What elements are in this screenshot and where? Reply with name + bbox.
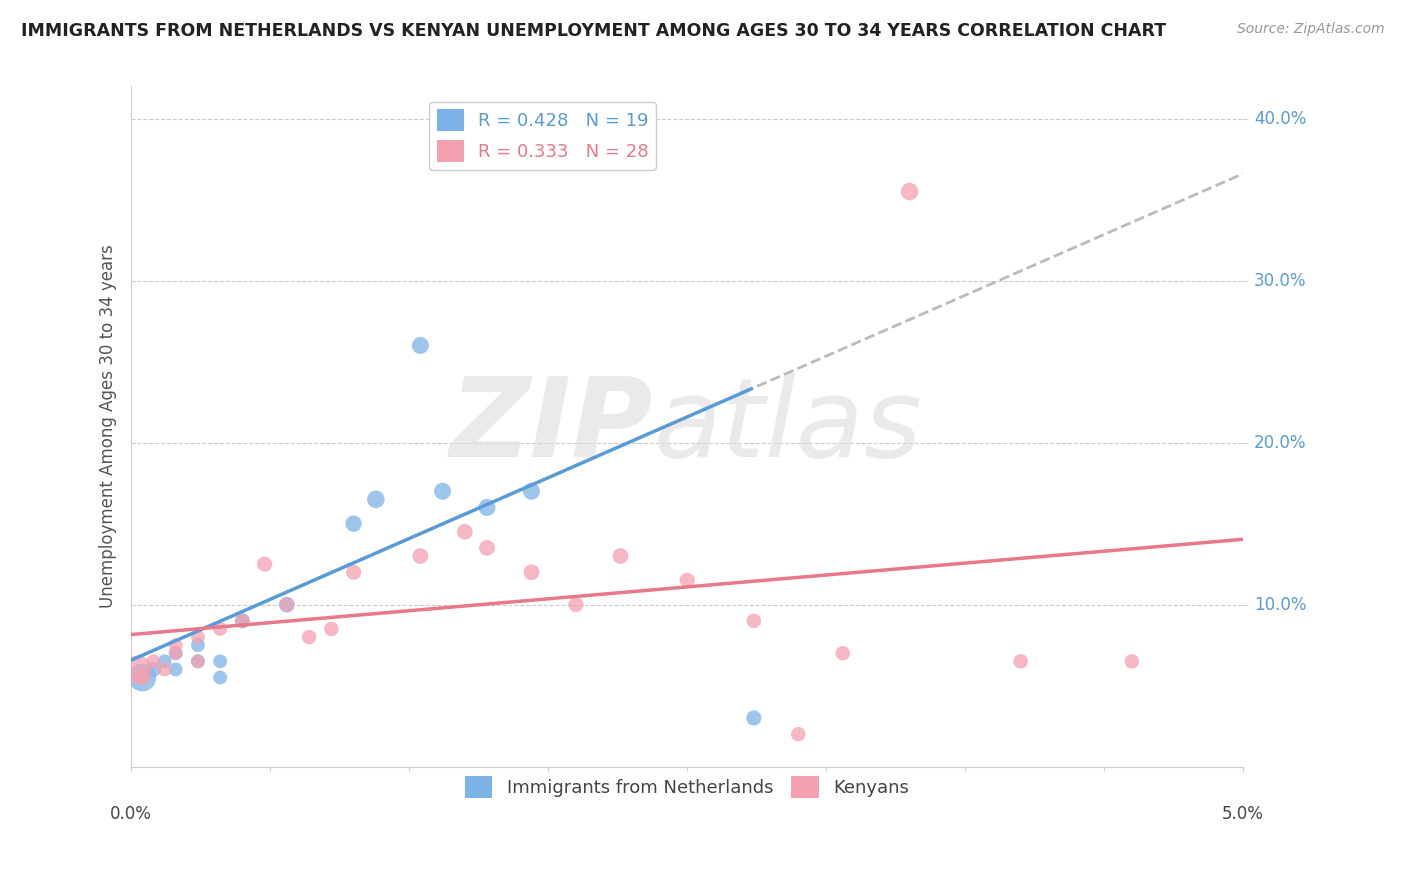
Point xyxy=(898,185,921,199)
Point xyxy=(276,598,298,612)
Text: IMMIGRANTS FROM NETHERLANDS VS KENYAN UNEMPLOYMENT AMONG AGES 30 TO 34 YEARS COR: IMMIGRANTS FROM NETHERLANDS VS KENYAN UN… xyxy=(21,22,1166,40)
Text: 10.0%: 10.0% xyxy=(1254,596,1306,614)
Point xyxy=(609,153,631,167)
Point xyxy=(142,662,165,676)
Point xyxy=(321,622,343,636)
Text: Source: ZipAtlas.com: Source: ZipAtlas.com xyxy=(1237,22,1385,37)
Point xyxy=(342,566,364,580)
Point xyxy=(187,638,209,652)
Point xyxy=(142,654,165,668)
Point xyxy=(231,614,253,628)
Point xyxy=(565,598,588,612)
Text: 40.0%: 40.0% xyxy=(1254,110,1306,128)
Point xyxy=(1010,654,1032,668)
Point xyxy=(432,484,454,499)
Point xyxy=(342,516,364,531)
Text: atlas: atlas xyxy=(654,373,922,480)
Text: 30.0%: 30.0% xyxy=(1254,272,1306,290)
Point xyxy=(165,646,187,660)
Point xyxy=(131,671,153,685)
Point xyxy=(409,338,432,352)
Point xyxy=(609,549,631,563)
Point xyxy=(520,484,543,499)
Point xyxy=(127,662,149,676)
Point xyxy=(520,566,543,580)
Point xyxy=(787,727,810,741)
Point xyxy=(153,662,176,676)
Point xyxy=(475,500,498,515)
Y-axis label: Unemployment Among Ages 30 to 34 years: Unemployment Among Ages 30 to 34 years xyxy=(100,244,117,608)
Point xyxy=(1121,654,1143,668)
Point xyxy=(276,598,298,612)
Point xyxy=(475,541,498,555)
Point xyxy=(209,622,232,636)
Point xyxy=(187,654,209,668)
Point xyxy=(454,524,477,539)
Point xyxy=(165,662,187,676)
Point xyxy=(209,654,232,668)
Point xyxy=(165,638,187,652)
Point xyxy=(831,646,853,660)
Text: 0.0%: 0.0% xyxy=(110,805,152,823)
Point xyxy=(742,614,765,628)
Text: 5.0%: 5.0% xyxy=(1222,805,1264,823)
Point xyxy=(131,671,153,685)
Point xyxy=(409,549,432,563)
Point xyxy=(187,654,209,668)
Point xyxy=(209,671,232,685)
Point xyxy=(165,646,187,660)
Legend: Immigrants from Netherlands, Kenyans: Immigrants from Netherlands, Kenyans xyxy=(458,769,917,805)
Point xyxy=(676,574,699,588)
Text: 20.0%: 20.0% xyxy=(1254,434,1306,451)
Point xyxy=(298,630,321,644)
Point xyxy=(364,492,387,507)
Point xyxy=(253,557,276,571)
Point xyxy=(231,614,253,628)
Text: ZIP: ZIP xyxy=(450,373,654,480)
Point xyxy=(187,630,209,644)
Point xyxy=(153,654,176,668)
Point xyxy=(742,711,765,725)
